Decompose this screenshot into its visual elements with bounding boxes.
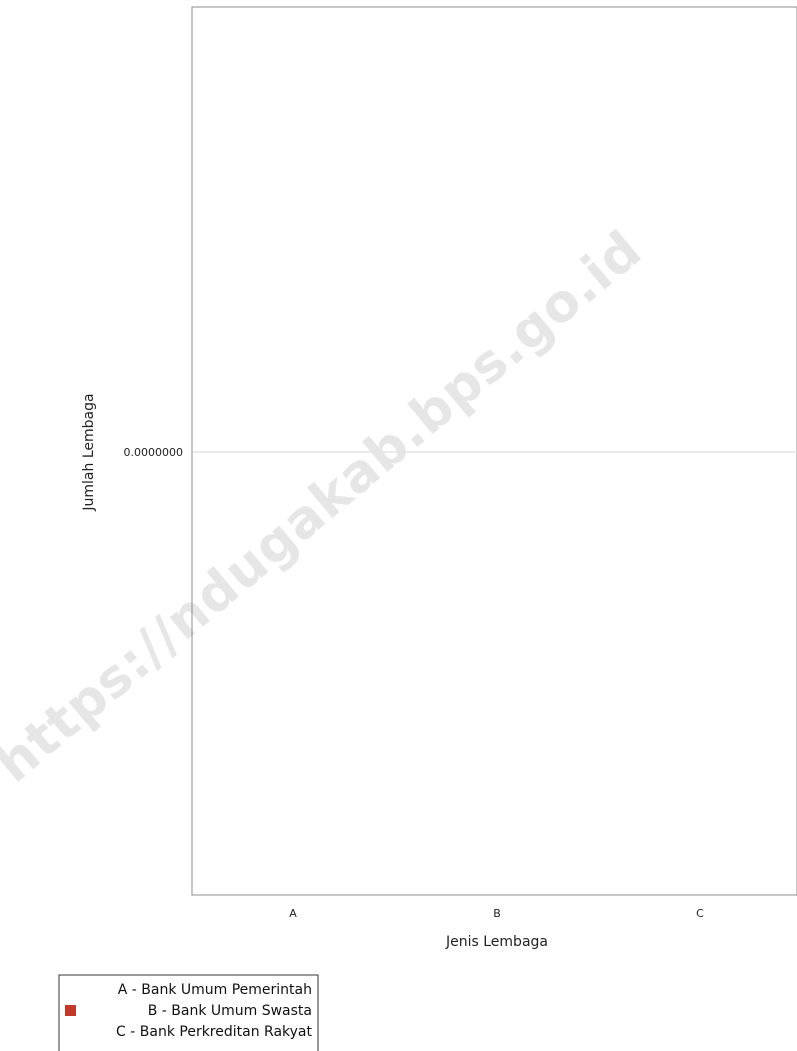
y-tick-label: 0.0000000 xyxy=(124,446,184,459)
legend: A - Bank Umum Pemerintah B - Bank Umum Sw… xyxy=(58,974,319,1051)
x-tick-label-b: B xyxy=(493,907,501,920)
plot-area xyxy=(191,6,797,896)
legend-box xyxy=(58,974,319,1051)
legend-entries: A - Bank Umum Pemerintah B - Bank Umum Sw… xyxy=(65,982,313,1040)
legend-marker-b xyxy=(65,1005,76,1016)
legend-label-c: C - Bank Perkreditan Rakyat xyxy=(116,1024,312,1040)
legend-label-a: A - Bank Umum Pemerintah xyxy=(118,982,312,998)
x-tick-label-a: A xyxy=(289,907,297,920)
legend-label-b: B - Bank Umum Swasta xyxy=(148,1003,312,1019)
watermark-text: https://ndugakab.bps.go.id xyxy=(0,220,654,795)
x-tick-label-c: C xyxy=(696,907,704,920)
x-tick-labels: A B C xyxy=(289,907,704,920)
x-axis-title: Jenis Lembaga xyxy=(445,934,548,950)
y-axis-title: Jumlah Lembaga xyxy=(81,393,97,511)
